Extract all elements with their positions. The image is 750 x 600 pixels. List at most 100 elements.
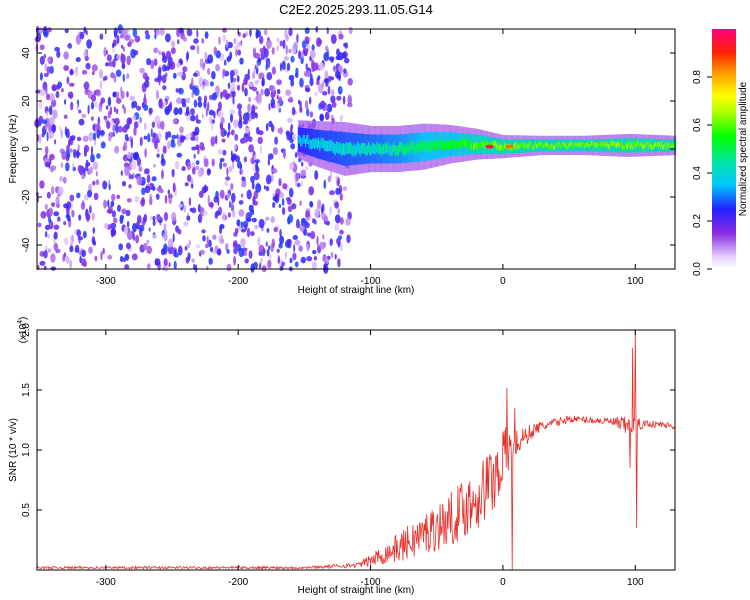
spectrogram-noise-cell <box>121 27 126 37</box>
spectrogram-band-core <box>491 141 494 147</box>
spectrogram-noise-cell <box>241 82 245 93</box>
spectrogram-noise-cell <box>266 72 273 81</box>
spectrogram-noise-cell <box>69 259 72 270</box>
spectrogram-noise-cell <box>215 85 220 95</box>
spectrogram-band-core <box>663 144 666 150</box>
spectrogram-noise-cell <box>224 194 229 201</box>
spectrogram-noise-cell <box>209 246 214 253</box>
spectrogram-noise-cell <box>129 95 135 102</box>
spectrogram-noise-cell <box>193 99 198 108</box>
spectrogram-noise-cell <box>309 96 312 105</box>
spectrogram-band-core <box>624 144 627 150</box>
spectrogram-noise-cell <box>300 180 304 188</box>
spectrogram-noise-cell <box>122 63 125 69</box>
spectrogram-band-core <box>673 144 675 149</box>
spectrogram-band-core <box>459 139 462 148</box>
spectrogram-band-cell <box>567 139 569 152</box>
spectrogram-noise-cell <box>94 124 98 132</box>
spectrogram-y-tick-label: -20 <box>21 189 32 204</box>
spectrogram-band-core <box>484 139 487 146</box>
spectrogram-noise-cell <box>226 249 230 254</box>
spectrogram-y-tick-label: 0 <box>21 146 32 152</box>
spectrogram-band-core <box>362 142 365 154</box>
spectrogram-noise-cell <box>207 67 211 76</box>
spectrogram-noise-cell <box>41 132 45 138</box>
spectrogram-noise-cell <box>227 122 231 132</box>
spectrogram-band-core <box>550 144 553 149</box>
spectrogram-noise-cell <box>120 86 123 96</box>
spectrogram-noise-cell <box>149 193 153 199</box>
spectrogram-noise-cell <box>288 187 294 198</box>
spectrogram-noise-cell <box>309 111 314 118</box>
spectrogram-noise-cell <box>257 236 260 247</box>
spectrogram-band-core <box>468 138 471 146</box>
spectrogram-noise-cell <box>132 234 135 241</box>
spectrogram-y-tick-label: 20 <box>21 95 32 107</box>
spectrogram-noise-cell <box>106 208 113 214</box>
spectrogram-noise-cell <box>134 35 141 43</box>
spectrogram-band-core <box>478 142 481 149</box>
spectrogram-noise-cell <box>233 255 237 266</box>
spectrogram-noise-cell <box>335 69 340 79</box>
spectrogram-band-cell <box>593 139 596 152</box>
spectrogram-noise-cell <box>72 166 76 172</box>
spectrogram-noise-cell <box>245 127 250 134</box>
spectrogram-noise-cell <box>209 81 214 87</box>
spectrogram-noise-cell <box>75 57 81 63</box>
spectrogram-noise-cell <box>69 148 73 153</box>
spectrogram-noise-cell <box>285 89 292 96</box>
spectrogram-band-core <box>456 139 459 148</box>
spectrogram-band-core <box>333 142 336 154</box>
spectrogram-noise-cell <box>254 112 258 119</box>
spectrogram-band-core <box>547 144 550 149</box>
spectrogram-noise-cell <box>289 257 293 264</box>
spectrogram-noise-cell <box>163 211 169 222</box>
colorbar-ticks: 0.0 0.2 0.4 0.6 0.8 <box>692 70 712 276</box>
spectrogram-noise-cell <box>143 104 149 111</box>
spectrogram-noise-cell <box>304 27 310 34</box>
spectrogram-noise-cell <box>39 180 45 189</box>
spectrogram-band-core <box>384 142 387 153</box>
snr-x-tick-label: -100 <box>361 577 381 588</box>
spectrogram-peak <box>485 144 494 149</box>
spectrogram-noise-cell <box>70 101 74 111</box>
spectrogram-band-core <box>318 137 320 148</box>
spectrogram-noise-cell <box>182 103 187 108</box>
spectrogram-noise-cell <box>335 175 338 181</box>
spectrogram-band-core <box>466 139 469 147</box>
spectrogram-noise-cell <box>260 257 263 265</box>
spectrogram-band-core <box>422 140 425 151</box>
spectrogram-noise-cell <box>63 51 69 60</box>
spectrogram-noise-cell <box>173 118 178 124</box>
spectrogram-noise-cell <box>161 51 165 57</box>
spectrogram-noise-cell <box>348 26 353 35</box>
spectrogram-band-core <box>339 141 342 154</box>
spectrogram-noise-cell <box>198 190 204 198</box>
spectrogram-noise-cell <box>227 193 230 200</box>
spectrogram-noise-cell <box>343 68 347 74</box>
spectrogram-noise-cell <box>160 248 166 256</box>
spectrogram-noise-cell <box>139 67 145 74</box>
spectrogram-noise-cell <box>345 218 351 226</box>
spectrogram-noise-cell <box>237 103 242 110</box>
snr-x-tick-label: 0 <box>500 577 506 588</box>
spectrogram-noise-cell <box>255 166 260 173</box>
spectrogram-noise-cell <box>139 224 145 232</box>
spectrogram-noise-cell <box>197 168 203 178</box>
spectrogram-noise-cell <box>126 73 130 80</box>
spectrogram-band-core <box>545 141 548 147</box>
spectrogram-band-core <box>667 142 670 148</box>
spectrogram-band-core <box>664 142 667 147</box>
spectrogram-noise-cell <box>248 144 255 153</box>
spectrogram-band-core <box>388 146 391 157</box>
spectrogram-noise-cell <box>80 258 87 266</box>
spectrogram-noise-cell <box>277 255 280 264</box>
spectrogram-noise-cell <box>279 62 283 72</box>
spectrogram-noise-cell <box>207 54 214 64</box>
spectrogram-noise-cell <box>243 136 248 144</box>
spectrogram-noise-cell <box>111 210 116 218</box>
spectrogram-noise-cell <box>154 140 158 150</box>
spectrogram-noise-cell <box>272 195 278 202</box>
spectrogram-noise-cell <box>337 235 343 241</box>
